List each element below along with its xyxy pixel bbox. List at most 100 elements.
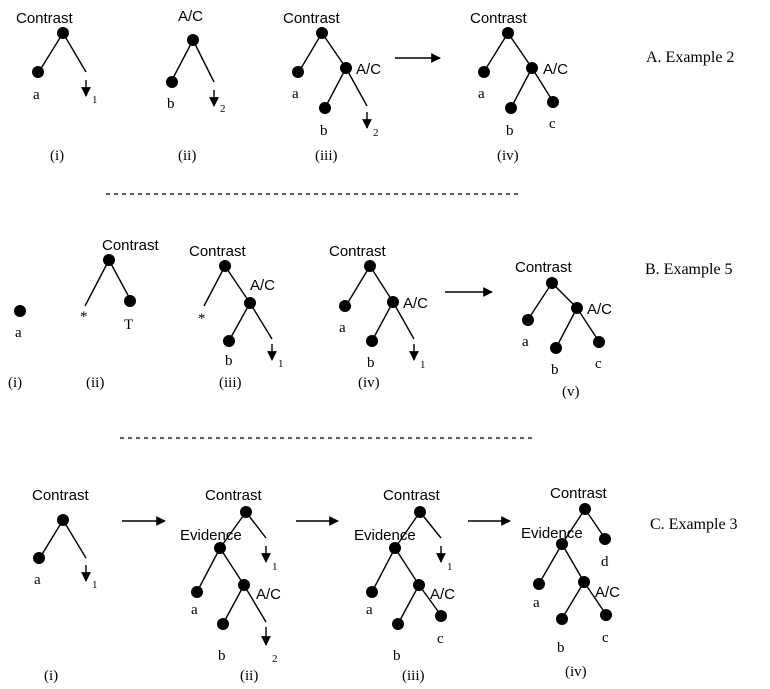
tree-node: [238, 579, 250, 591]
tree-node: [57, 514, 69, 526]
tree-node: [223, 335, 235, 347]
tree-node: [600, 609, 612, 621]
step-label: (ii): [240, 668, 258, 684]
tree-node: [191, 586, 203, 598]
relation-label: A/C: [250, 277, 275, 294]
tree-node: [57, 27, 69, 39]
tree-node: [389, 542, 401, 554]
relation-label: A/C: [543, 61, 568, 78]
leaf-label: b: [551, 362, 559, 378]
step-label: (ii): [178, 148, 196, 164]
step-label: (iv): [358, 375, 380, 391]
tree-node: [414, 506, 426, 518]
leaf-label: *: [198, 311, 206, 327]
tree-node: [550, 342, 562, 354]
section-title: C. Example 3: [650, 516, 738, 533]
leaf-label: c: [437, 631, 444, 647]
section-title: A. Example 2: [646, 49, 734, 66]
leaf-label: *: [80, 309, 88, 325]
section-a: Contrast a 1 (i) A/C b 2 (ii) Contrast: [16, 8, 734, 164]
tree-node: [533, 578, 545, 590]
tree-a-ii: A/C b 2 (ii): [166, 8, 226, 164]
arrow-subscript: 2: [272, 653, 278, 665]
tree-b-v: Contrast A/C a b c (v): [515, 259, 612, 400]
leaf-label: a: [339, 320, 346, 336]
relation-label: Evidence: [180, 527, 242, 544]
leaf-label: b: [167, 96, 175, 112]
tree-node: [340, 62, 352, 74]
step-label: (iv): [565, 664, 587, 680]
step-label: (i): [8, 375, 22, 391]
leaf-label: b: [225, 353, 233, 369]
tree-node: [522, 314, 534, 326]
leaf-label: T: [124, 317, 133, 333]
leaf-label: a: [533, 595, 540, 611]
tree-node: [219, 260, 231, 272]
tree-node: [166, 76, 178, 88]
leaf-label: a: [292, 86, 299, 102]
tree-a-iii: Contrast A/C a b 2 (iii): [283, 10, 381, 164]
tree-node: [435, 610, 447, 622]
tree-node: [366, 335, 378, 347]
tree-node: [244, 297, 256, 309]
relation-label: Contrast: [329, 243, 387, 260]
relation-label: Evidence: [354, 527, 416, 544]
tree-node: [546, 277, 558, 289]
tree-c-i: Contrast a 1 (i): [32, 487, 98, 684]
arrow-subscript: 1: [92, 579, 98, 591]
tree-node: [547, 96, 559, 108]
relation-label: Contrast: [550, 485, 608, 502]
relation-label: A/C: [178, 8, 203, 25]
leaf-label: b: [367, 355, 375, 371]
tree-node: [187, 34, 199, 46]
arrow-subscript: 1: [92, 94, 98, 106]
tree-node: [478, 66, 490, 78]
relation-label: Contrast: [16, 10, 74, 27]
tree-node: [579, 503, 591, 515]
tree-c-iv: Contrast Evidence d A/C a b c (iv): [521, 485, 620, 680]
tree-c-ii: Contrast Evidence A/C 1 a b 2 (ii): [180, 487, 281, 684]
relation-label: Contrast: [515, 259, 573, 276]
relation-label: A/C: [430, 586, 455, 603]
tree-node: [124, 295, 136, 307]
tree-node: [387, 296, 399, 308]
tree-node: [292, 66, 304, 78]
leaf-label: d: [601, 554, 609, 570]
section-b: a (i) Contrast * T (ii) Contrast A/C *: [8, 237, 733, 400]
tree-node: [33, 552, 45, 564]
tree-node: [502, 27, 514, 39]
tree-node: [392, 618, 404, 630]
tree-b-i: a (i): [8, 305, 26, 391]
leaf-label: a: [15, 325, 22, 341]
tree-b-iii: Contrast A/C * b 1 (iii): [189, 243, 284, 391]
relation-label: Contrast: [32, 487, 90, 504]
tree-node: [599, 533, 611, 545]
tree-node: [214, 542, 226, 554]
leaf-label: b: [506, 123, 514, 139]
arrow-subscript: 1: [420, 359, 426, 371]
relation-label: Contrast: [189, 243, 247, 260]
leaf-label: c: [549, 116, 556, 132]
leaf-label: c: [602, 630, 609, 646]
leaf-label: c: [595, 356, 602, 372]
relation-label: Contrast: [383, 487, 441, 504]
tree-node: [14, 305, 26, 317]
tree-node: [319, 102, 331, 114]
tree-a-iv: Contrast A/C a b c (iv): [470, 10, 568, 164]
tree-b-ii: Contrast * T (ii): [80, 237, 160, 391]
tree-node: [339, 300, 351, 312]
leaf-label: a: [191, 602, 198, 618]
arrow-subscript: 1: [447, 561, 453, 573]
leaf-label: a: [522, 334, 529, 350]
leaf-label: a: [34, 572, 41, 588]
tree-node: [32, 66, 44, 78]
tree-b-iv: Contrast A/C a b 1 (iv): [329, 243, 428, 391]
leaf-label: b: [557, 640, 565, 656]
tree-node: [578, 576, 590, 588]
tree-node: [366, 586, 378, 598]
tree-node: [593, 336, 605, 348]
step-label: (ii): [86, 375, 104, 391]
step-label: (iii): [219, 375, 242, 391]
tree-node: [364, 260, 376, 272]
leaf-label: a: [366, 602, 373, 618]
